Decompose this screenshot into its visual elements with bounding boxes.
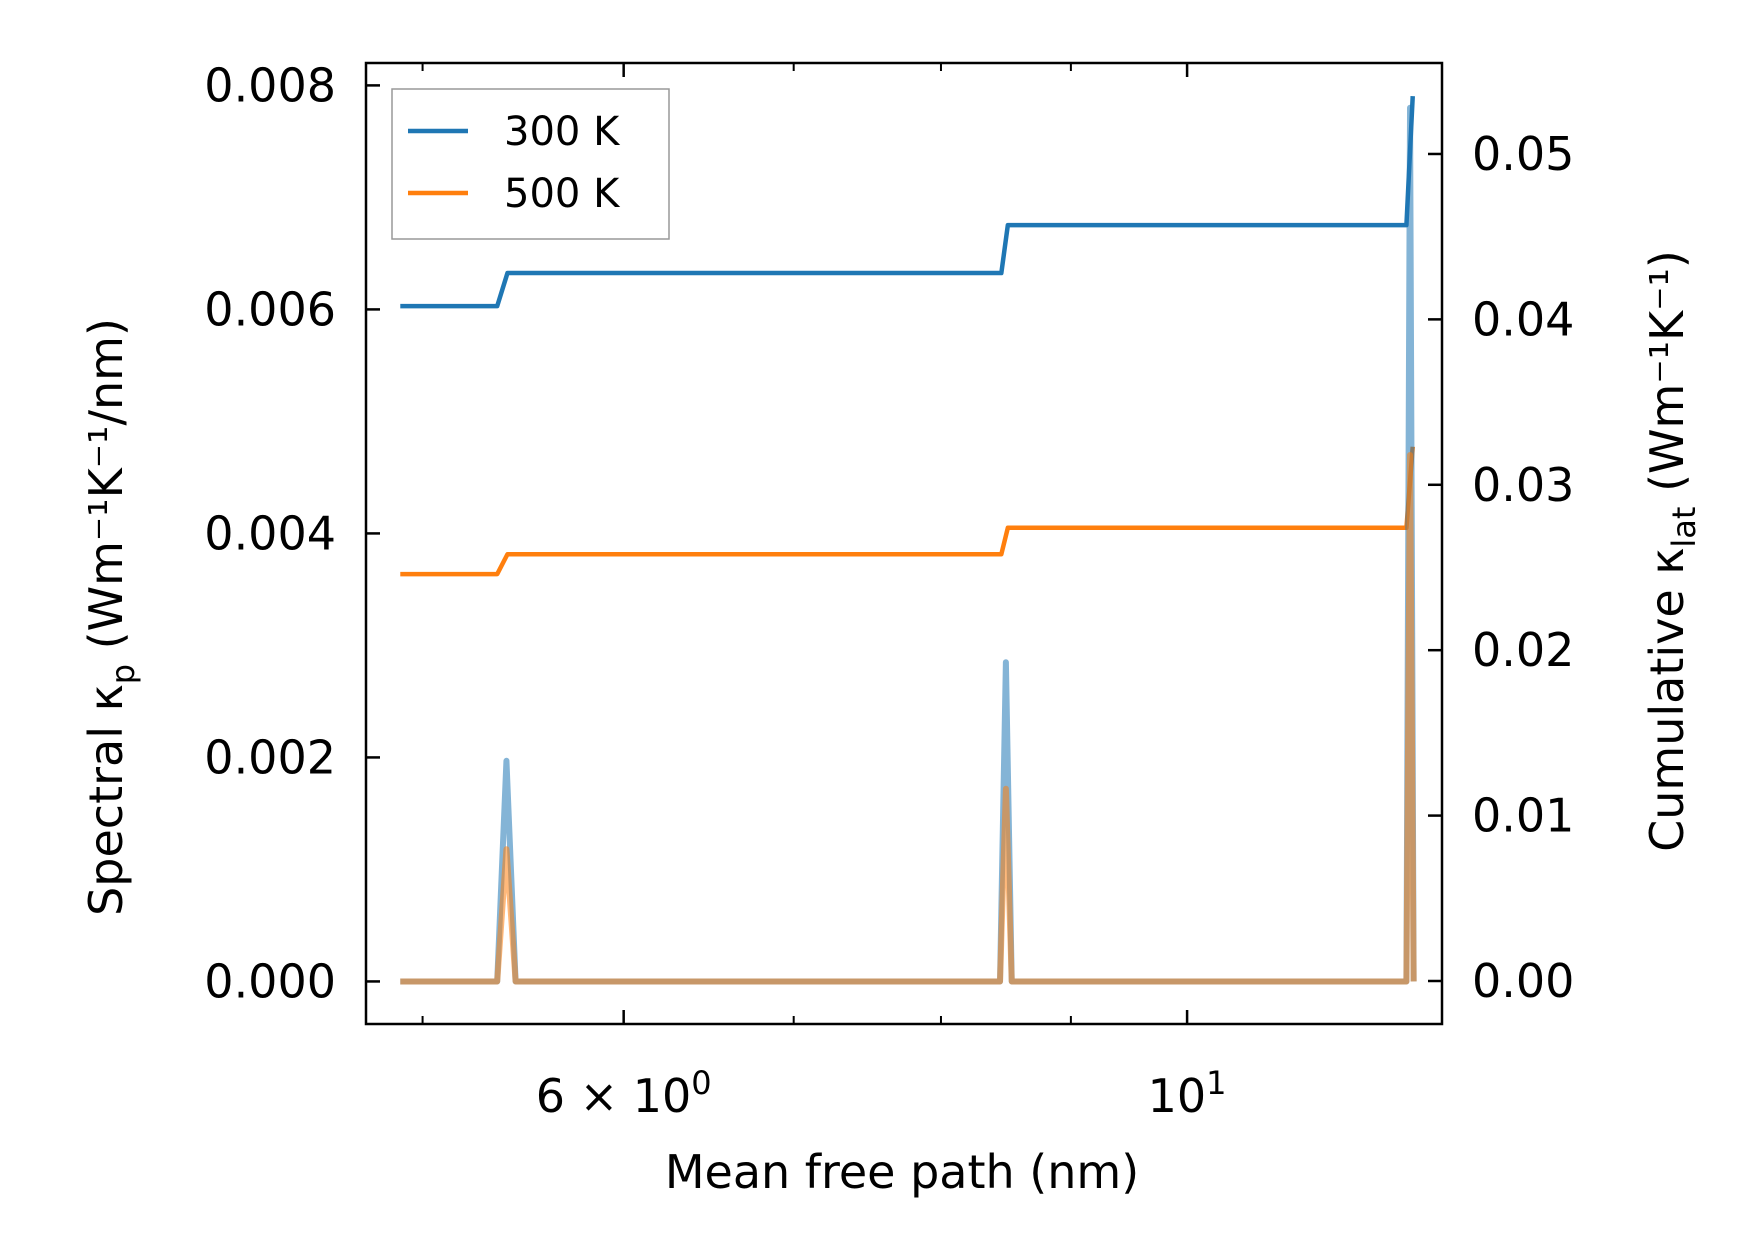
y-right-tick-label: 0.04: [1472, 292, 1574, 346]
x-tick-label: 101: [1148, 1064, 1227, 1123]
legend: 300 K 500 K: [391, 88, 670, 240]
axes: 0.000 0.002 0.004 0.006 0.008 0.00 0.01 0.02 0.0…: [204, 58, 1574, 1123]
y-left-tick-label: 0.000: [204, 954, 336, 1008]
cumulative-line-500k: [400, 446, 1415, 577]
y-right-tick-label: 0.02: [1472, 623, 1574, 677]
spectral-line-500k: [400, 452, 1417, 985]
y-right-tick-label: 0.05: [1472, 127, 1574, 181]
legend-label: 300 K: [504, 109, 621, 155]
y-axis-label-right: Cumulative κlat (Wm⁻¹K⁻¹): [1640, 250, 1703, 852]
x-tick-label: 6 × 100: [536, 1064, 712, 1123]
y-right-tick-label: 0.01: [1472, 789, 1574, 843]
y-axis-label-left: Spectral κp (Wm⁻¹K⁻¹/nm): [79, 318, 142, 916]
y-left-tick-label: 0.008: [204, 58, 336, 112]
legend-box: [391, 88, 670, 240]
cumulative-line-300k: [400, 95, 1415, 309]
legend-label: 500 K: [504, 171, 621, 217]
y-left-tick-label: 0.006: [204, 282, 336, 336]
y-right-tick-label: 0.00: [1472, 954, 1574, 1008]
y-left-tick-label: 0.002: [204, 730, 336, 784]
y-right-tick-label: 0.03: [1472, 458, 1574, 512]
plot-frame: [364, 61, 1444, 1026]
plot-area: [400, 95, 1417, 985]
y-left-tick-label: 0.004: [204, 506, 336, 560]
x-axis-label: Mean free path (nm): [665, 1145, 1139, 1199]
